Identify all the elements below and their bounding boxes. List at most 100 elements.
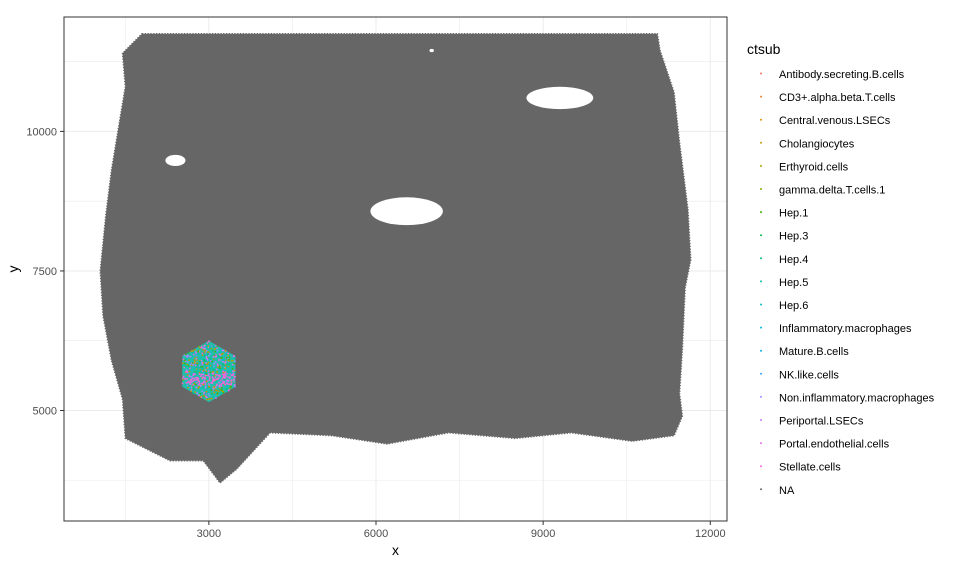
cell-point — [230, 386, 232, 389]
cell-point — [224, 364, 227, 367]
highlight-hexagon — [181, 340, 237, 403]
cell-point — [192, 391, 195, 394]
cell-point — [207, 351, 210, 353]
cell-point — [201, 377, 204, 380]
cell-point — [181, 377, 184, 380]
cell-point — [220, 386, 223, 389]
cell-point — [214, 373, 217, 376]
cell-point — [192, 372, 195, 375]
cell-point — [196, 392, 199, 395]
cell-point — [210, 347, 213, 350]
cell-point — [199, 375, 202, 378]
cell-point — [192, 387, 195, 390]
legend-key — [760, 72, 762, 75]
cell-point — [201, 352, 204, 355]
cell-point — [191, 351, 194, 354]
y-axis: 5000 7500 10000 — [26, 126, 64, 417]
cell-point — [223, 380, 226, 383]
cell-point — [192, 380, 195, 382]
cell-point — [206, 363, 209, 365]
cell-point — [210, 381, 212, 384]
cell-point — [204, 393, 207, 395]
plot-panel-border — [63, 16, 728, 522]
cell-point — [233, 375, 236, 378]
cell-point — [204, 362, 207, 364]
cell-point — [204, 349, 206, 352]
cell-point — [198, 382, 201, 385]
cell-point — [213, 391, 216, 394]
cell-point — [219, 367, 221, 370]
cell-point — [186, 356, 189, 358]
cell-point — [203, 354, 206, 357]
cell-point — [216, 392, 219, 395]
cell-point — [190, 378, 192, 381]
cell-point — [210, 389, 213, 392]
cell-point — [219, 392, 222, 395]
cell-point — [209, 371, 212, 374]
cell-point — [214, 389, 217, 391]
x-axis: 3000 6000 9000 12000 — [197, 521, 726, 540]
cell-point — [212, 358, 215, 361]
cell-point — [210, 397, 213, 400]
cell-point — [216, 370, 219, 373]
cell-point — [207, 354, 210, 357]
cell-point — [213, 374, 216, 377]
cell-point — [194, 383, 197, 386]
cell-point — [214, 376, 217, 378]
legend-key — [760, 234, 762, 237]
y-axis-title: y — [5, 266, 21, 273]
cell-point — [232, 378, 235, 381]
cell-point — [223, 382, 226, 385]
cell-point — [227, 352, 230, 355]
legend-label: Erthyroid.cells — [779, 161, 849, 173]
tissue-hole — [165, 154, 186, 167]
cell-point — [234, 371, 237, 374]
cell-point — [227, 354, 230, 357]
cell-point — [191, 381, 193, 383]
cell-point — [211, 382, 214, 385]
cell-point — [226, 372, 229, 375]
cell-point — [206, 359, 209, 361]
cell-point — [214, 393, 217, 396]
cell-point — [205, 395, 207, 398]
cell-point — [214, 361, 217, 363]
y-tick-label: 5000 — [33, 405, 57, 417]
cell-point — [187, 355, 190, 357]
cell-point — [202, 395, 205, 398]
cell-point — [233, 382, 235, 385]
legend-key — [760, 95, 762, 98]
legend-label: Portal.endothelial.cells — [779, 439, 890, 451]
cell-point — [202, 376, 204, 379]
cell-point — [200, 359, 203, 362]
cell-point — [205, 367, 208, 369]
cell-point — [208, 394, 211, 397]
cell-point — [196, 381, 198, 384]
cell-point — [184, 364, 187, 367]
cell-point — [227, 365, 230, 368]
cell-point — [230, 359, 233, 362]
x-axis-title: x — [392, 542, 399, 558]
legend-key — [760, 326, 762, 329]
cell-point — [218, 387, 221, 390]
cell-point — [211, 396, 214, 399]
legend-key — [760, 118, 762, 121]
cell-point — [190, 364, 193, 367]
cell-point — [192, 386, 195, 388]
cell-point — [183, 362, 186, 365]
x-tick-label: 6000 — [364, 528, 388, 540]
cell-point — [218, 353, 221, 355]
cell-point — [195, 357, 198, 360]
cell-point — [202, 348, 204, 351]
legend-label: Hep.5 — [779, 277, 808, 289]
cell-point — [222, 392, 225, 394]
cell-point — [185, 369, 188, 372]
cell-point — [201, 354, 204, 357]
cell-point — [215, 378, 218, 381]
legend-key — [760, 488, 762, 491]
cell-point — [205, 356, 208, 358]
legend-label: Non.inflammatory.macrophages — [779, 392, 935, 404]
cell-point — [200, 385, 202, 387]
cell-point — [217, 354, 220, 357]
cell-point — [192, 353, 195, 356]
cell-point — [227, 371, 229, 374]
